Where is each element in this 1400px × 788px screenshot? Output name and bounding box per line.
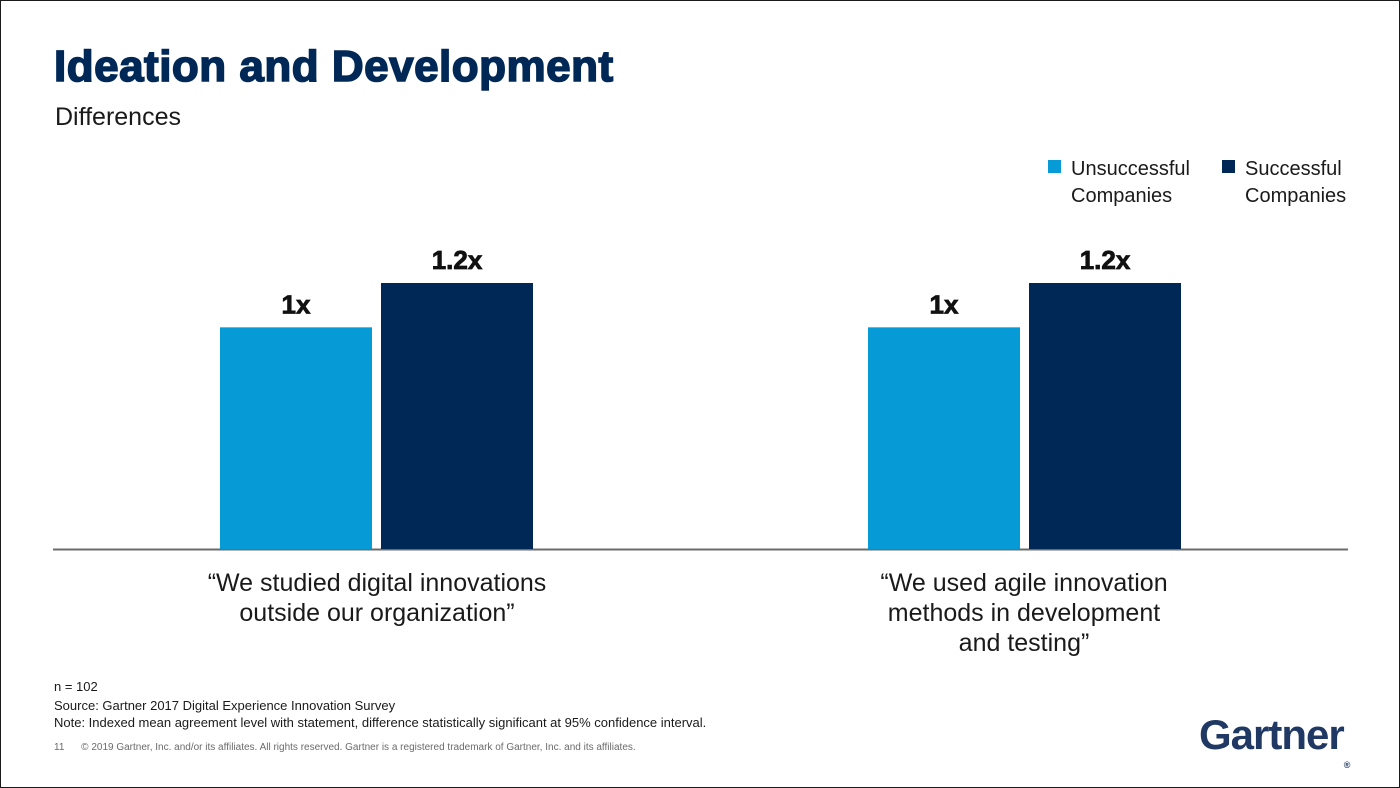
legend-label-line: Companies	[1245, 185, 1347, 207]
data-label-unsuccessful-1: 1x	[930, 289, 959, 319]
legend-swatch-unsuccessful	[1048, 160, 1061, 173]
copyright-line: 11 © 2019 Gartner, Inc. and/or its affil…	[54, 742, 636, 754]
category-label-line: “We studied digital innovations	[207, 569, 547, 597]
legend-label-line: Unsuccessful	[1071, 158, 1190, 180]
category-label-1: “We used agile innovation methods in dev…	[814, 568, 1234, 658]
bar-successful-1	[1029, 283, 1181, 549]
copyright-text: © 2019 Gartner, Inc. and/or its affiliat…	[81, 742, 636, 753]
slide-subtitle: Differences	[55, 103, 181, 131]
legend-label-line: Successful	[1245, 158, 1342, 180]
footnote-source: Source: Gartner 2017 Digital Experience …	[54, 698, 396, 713]
legend-swatch-successful	[1222, 160, 1235, 173]
legend-label-successful: Successful Companies	[1245, 156, 1346, 210]
footnote-note: Note: Indexed mean agreement level with …	[54, 715, 707, 730]
registered-mark: ®	[1343, 760, 1351, 770]
legend-label-line: Companies	[1071, 185, 1173, 207]
bar-unsuccessful-1	[868, 327, 1020, 549]
data-label-unsuccessful-0: 1x	[282, 289, 311, 319]
category-label-0: “We studied digital innovations outside …	[167, 568, 587, 628]
bar-unsuccessful-0	[220, 327, 372, 549]
footnote-n: n = 102	[54, 679, 98, 694]
category-label-line: outside our organization”	[239, 599, 515, 627]
legend-label-unsuccessful: Unsuccessful Companies	[1071, 156, 1190, 210]
slide-title: Ideation and Development	[53, 41, 614, 92]
data-label-successful-0: 1.2x	[432, 245, 483, 275]
gartner-logo: Gartner ®	[1199, 710, 1350, 770]
logo-text: Gartner	[1199, 711, 1345, 758]
bar-successful-0	[381, 283, 533, 549]
category-label-line: “We used agile innovation	[880, 569, 1168, 597]
category-label-line: and testing”	[958, 629, 1090, 657]
data-label-successful-1: 1.2x	[1080, 245, 1131, 275]
category-label-line: methods in development	[887, 599, 1161, 627]
page-number: 11	[54, 742, 65, 753]
